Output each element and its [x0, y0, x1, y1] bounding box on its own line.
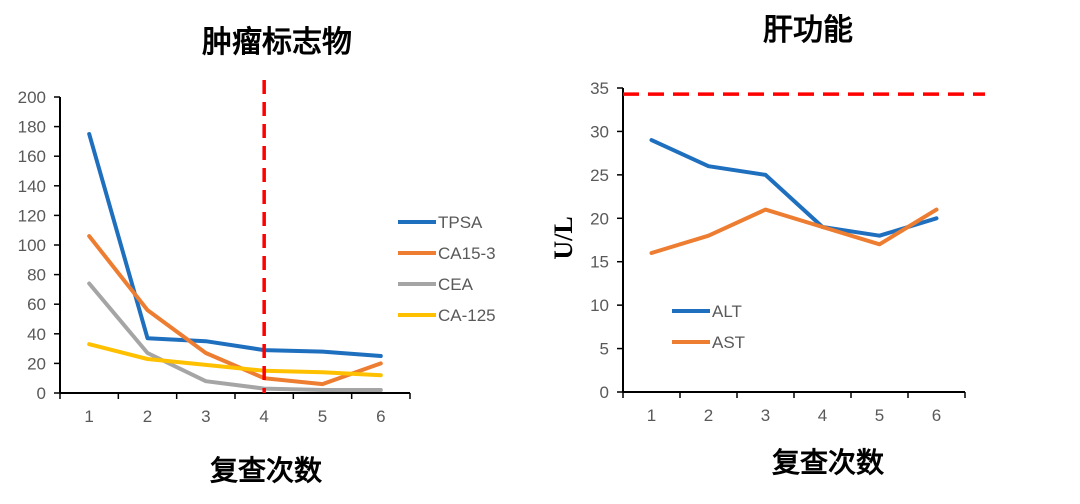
x-tick-label-tumor: 2	[143, 407, 152, 426]
legend-label-tumor: TPSA	[438, 213, 483, 232]
chart-title-tumor-markers: 肿瘤标志物	[202, 25, 352, 60]
y-axis-title-liver-function: U/L	[549, 216, 578, 259]
x-tick-label-liver: 4	[818, 406, 827, 425]
series-line-tumor-ca15-3	[87, 234, 383, 387]
y-tick-label-tumor: 120	[18, 206, 46, 225]
y-tick-label-tumor: 160	[18, 147, 46, 166]
x-tick-label-liver: 2	[704, 406, 713, 425]
y-tick-label-liver: 20	[590, 209, 609, 228]
series-line-tumor-ca-125	[87, 342, 383, 378]
legend-label-liver: ALT	[712, 302, 742, 321]
series-line-liver-alt	[649, 138, 939, 238]
y-tick-label-liver: 25	[590, 166, 609, 185]
legend-label-tumor: CA-125	[438, 306, 496, 325]
x-tick-label-tumor: 3	[201, 407, 210, 426]
x-tick-label-liver: 3	[761, 406, 770, 425]
y-tick-label-tumor: 40	[27, 325, 46, 344]
series-line-liver-ast	[649, 207, 939, 255]
y-tick-label-tumor: 20	[27, 354, 46, 373]
y-tick-label-tumor: 60	[27, 295, 46, 314]
series-line-tumor-cea	[87, 281, 383, 392]
y-tick-label-tumor: 200	[18, 88, 46, 107]
legend-label-liver: AST	[712, 333, 745, 352]
y-tick-label-tumor: 0	[37, 384, 46, 403]
y-tick-label-liver: 10	[590, 296, 609, 315]
y-tick-label-tumor: 100	[18, 236, 46, 255]
series-line-tumor-tpsa	[87, 132, 383, 358]
y-tick-label-liver: 15	[590, 253, 609, 272]
legend-label-tumor: CA15-3	[438, 244, 496, 263]
y-tick-label-liver: 35	[590, 79, 609, 98]
y-tick-label-tumor: 180	[18, 118, 46, 137]
x-tick-label-liver: 1	[647, 406, 656, 425]
y-tick-label-liver: 0	[600, 383, 609, 402]
y-tick-label-tumor: 80	[27, 266, 46, 285]
x-tick-label-liver: 6	[932, 406, 941, 425]
x-axis-title-liver-function: 复查次数	[772, 446, 885, 479]
y-tick-label-liver: 30	[590, 122, 609, 141]
chart-title-liver-function: 肝功能	[763, 13, 853, 48]
x-axis-title-tumor-markers: 复查次数	[210, 454, 323, 487]
x-tick-label-tumor: 4	[259, 407, 268, 426]
x-tick-label-tumor: 5	[318, 407, 327, 426]
legend-label-tumor: CEA	[438, 275, 474, 294]
x-tick-label-liver: 5	[875, 406, 884, 425]
x-tick-label-tumor: 1	[84, 407, 93, 426]
x-tick-label-tumor: 6	[376, 407, 385, 426]
y-tick-label-tumor: 140	[18, 177, 46, 196]
y-tick-label-liver: 5	[600, 340, 609, 359]
